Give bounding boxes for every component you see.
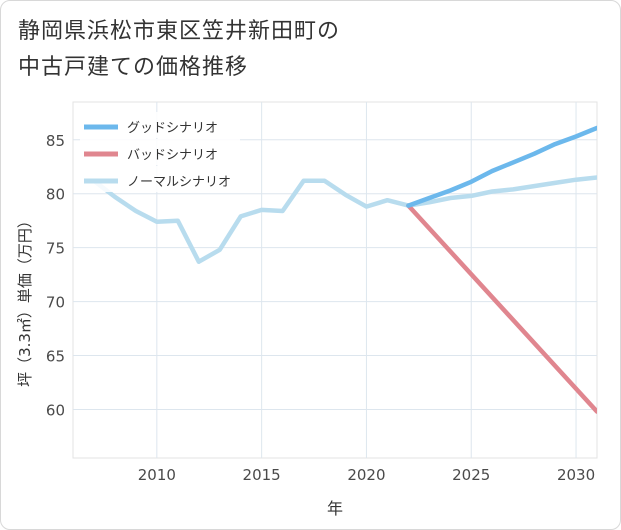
x-tick-label-2010: 2010 [138,466,176,484]
y-tick-label-60: 60 [46,401,65,419]
series-line-2 [91,175,597,264]
tick-labels: 2010 2015 2020 2025 2030 60 65 70 75 80 85 [46,132,595,484]
legend-label-0: グッドシナリオ [127,121,218,136]
x-tick-label-2015: 2015 [243,466,281,484]
legend-label-2: ノーマルシナリオ [127,175,231,190]
y-tick-label-65: 65 [46,348,65,366]
chart-title-line-2: 中古戸建ての価格推移 [18,55,249,80]
x-axis-label: 年 [327,499,343,518]
x-tick-label-2030: 2030 [557,466,595,484]
legend-label-1: バッドシナリオ [127,148,218,163]
chart-title-line-1: 静岡県浜松市東区笠井新田町の [18,19,341,44]
x-tick-label-2020: 2020 [347,466,385,484]
series-line-0 [406,125,597,208]
grid-lines [73,102,597,458]
series-line-1 [406,203,597,414]
x-tick-label-2025: 2025 [452,466,490,484]
y-tick-label-85: 85 [46,132,65,150]
chart-title: 静岡県浜松市東区笠井新田町の 中古戸建ての価格推移 [18,14,340,86]
series-lines [91,125,597,414]
y-tick-label-80: 80 [46,186,65,204]
y-tick-label-75: 75 [46,240,65,258]
y-tick-label-70: 70 [46,294,65,312]
y-axis-label: 坪（3.3㎡）単価（万円） [16,213,34,387]
